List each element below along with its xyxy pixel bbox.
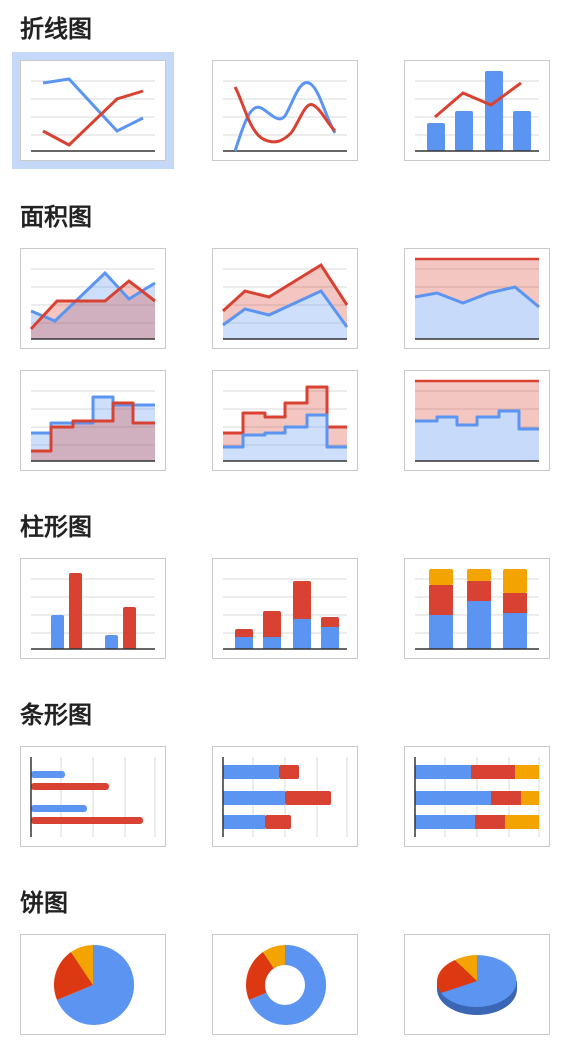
- smooth-line-chart-icon: [223, 80, 347, 152]
- section-title-column: 柱形图: [20, 514, 92, 541]
- 3d-pie-chart-icon: [437, 955, 517, 1015]
- thumb-combo-chart[interactable]: [404, 60, 550, 161]
- stacked-area-chart-icon: [221, 262, 349, 340]
- 100-stacked-bar-chart-icon: [414, 757, 540, 837]
- thumb-stacked-bar-chart[interactable]: [212, 746, 358, 847]
- thumb-bar-chart[interactable]: [20, 746, 166, 847]
- thumb-100-stacked-stepped-area-chart[interactable]: [404, 370, 550, 471]
- thumb-column-chart[interactable]: [20, 558, 166, 659]
- doughnut-chart-icon: [245, 944, 327, 1025]
- thumb-line-chart[interactable]: [20, 60, 166, 161]
- thumb-stepped-area-chart[interactable]: [20, 370, 166, 471]
- line-chart-icon: [31, 77, 155, 152]
- thumb-stacked-stepped-area-chart[interactable]: [212, 370, 358, 471]
- bar-chart-icon: [30, 757, 156, 837]
- thumb-100-stacked-bar-chart[interactable]: [404, 746, 550, 847]
- stacked-bar-chart-icon: [222, 757, 348, 837]
- thumb-100-stacked-area-chart[interactable]: [404, 248, 550, 349]
- thumb-stacked-area-chart[interactable]: [212, 248, 358, 349]
- section-title-line: 折线图: [20, 16, 92, 43]
- thumb-area-chart[interactable]: [20, 248, 166, 349]
- 100-stacked-column-chart-icon: [415, 569, 539, 650]
- pie-chart-icon: [53, 944, 135, 1025]
- stacked-stepped-area-chart-icon: [223, 385, 347, 462]
- combo-chart-icon: [415, 71, 539, 152]
- section-title-bar: 条形图: [20, 702, 92, 729]
- thumb-doughnut-chart[interactable]: [212, 934, 358, 1035]
- area-chart-icon: [29, 268, 156, 340]
- thumb-pie-chart[interactable]: [20, 934, 166, 1035]
- section-title-pie: 饼图: [20, 890, 68, 917]
- thumb-3d-pie-chart[interactable]: [404, 934, 550, 1035]
- 100-stacked-area-chart-icon: [414, 257, 540, 340]
- section-title-area: 面积图: [20, 204, 92, 231]
- thumb-stacked-column-chart[interactable]: [212, 558, 358, 659]
- column-chart-icon: [31, 573, 155, 650]
- stepped-area-chart-icon: [31, 390, 155, 462]
- 100-stacked-stepped-area-chart-icon: [415, 379, 539, 462]
- thumb-100-stacked-column-chart[interactable]: [404, 558, 550, 659]
- stacked-column-chart-icon: [223, 578, 347, 650]
- thumb-smooth-line-chart[interactable]: [212, 60, 358, 161]
